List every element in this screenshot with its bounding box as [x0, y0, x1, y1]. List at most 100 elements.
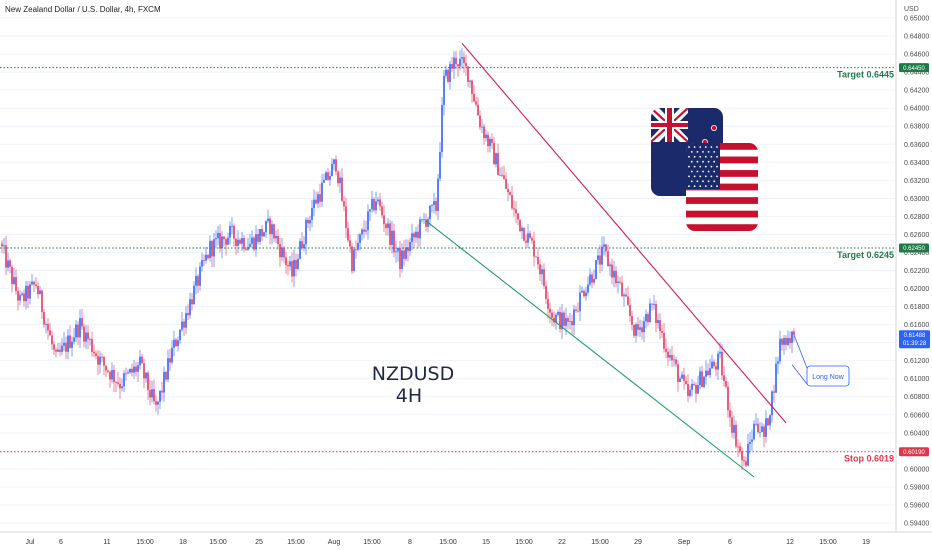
candle [725, 377, 727, 389]
candles-layer [1, 48, 795, 471]
candle [95, 350, 97, 360]
candle [571, 314, 573, 334]
candle [159, 390, 161, 409]
candle [467, 66, 469, 87]
candle [549, 302, 551, 324]
candle [533, 231, 535, 267]
candle [319, 183, 321, 208]
candle [183, 318, 185, 337]
candle [13, 267, 15, 286]
candle [447, 68, 449, 84]
candle [687, 374, 689, 403]
candle [313, 189, 315, 217]
candle [163, 366, 165, 403]
candle [421, 218, 423, 223]
x-tick-label: 25 [255, 539, 263, 546]
candle [253, 236, 255, 252]
candle [511, 185, 513, 211]
x-tick-label: 15:00 [209, 539, 227, 546]
candle [509, 190, 511, 196]
candle [541, 264, 543, 285]
candle [563, 310, 565, 328]
y-tick-label: 0.64800 [904, 34, 929, 41]
candle [271, 220, 273, 245]
candle [5, 235, 7, 276]
candle [277, 229, 279, 250]
candle [625, 287, 627, 298]
x-tick-label: 6 [59, 539, 63, 546]
candle [145, 372, 147, 383]
candle [743, 455, 745, 466]
lower-trend-line[interactable] [425, 220, 755, 478]
candle [581, 286, 583, 293]
candle [9, 258, 11, 274]
upper-trend-line[interactable] [461, 42, 787, 424]
candle [775, 356, 777, 393]
candle [585, 286, 587, 301]
currency-label: USD [904, 6, 919, 13]
long-now-annotation[interactable]: Long Now [791, 334, 850, 387]
candle [607, 244, 609, 267]
candle [103, 355, 105, 376]
candle [487, 131, 489, 153]
x-tick-label: 15:00 [363, 539, 381, 546]
candle [215, 230, 217, 249]
y-tick-label: 0.60000 [904, 466, 929, 473]
candle [667, 347, 669, 367]
candle [781, 338, 783, 351]
candle [257, 228, 259, 245]
price-axis[interactable]: USD 0.65000 0.64800 0.64600 0.64400 0.64200 0… [895, 0, 930, 532]
candle [327, 168, 329, 181]
candle [31, 274, 33, 286]
candle [111, 362, 113, 384]
candle [519, 219, 521, 233]
target-level-label: Target 0.6445 [837, 70, 894, 80]
candle [755, 413, 757, 427]
candle [735, 420, 737, 449]
svg-text:0.60190: 0.60190 [903, 450, 925, 456]
candle [55, 347, 57, 358]
candle [87, 325, 89, 350]
candle [149, 379, 151, 406]
candle [491, 133, 493, 149]
candle [11, 264, 13, 293]
y-tick-label: 0.61000 [904, 376, 929, 383]
candle [153, 379, 155, 405]
candle [335, 155, 337, 176]
candle [461, 48, 463, 69]
candle [151, 380, 153, 403]
candle [235, 238, 237, 256]
candle [101, 353, 103, 363]
candle [521, 225, 523, 240]
candle [661, 325, 663, 338]
candle [483, 123, 485, 145]
candle [551, 309, 553, 326]
candle [423, 212, 425, 224]
candle [409, 237, 411, 256]
candle [405, 239, 407, 262]
y-tick-label: 0.60800 [904, 394, 929, 401]
candle [381, 201, 383, 219]
time-axis[interactable]: Jul 6 11 15:00 18 15:00 25 15:00 Aug 15:00 8 15:00 1… [0, 531, 932, 546]
candle [749, 432, 751, 454]
candle [507, 183, 509, 202]
candle [647, 311, 649, 327]
candle [337, 170, 339, 187]
candle [727, 381, 729, 419]
candle [171, 340, 173, 365]
candle [69, 325, 71, 349]
candle [369, 209, 371, 222]
candle [19, 290, 21, 306]
candle [445, 65, 447, 79]
candle [139, 349, 141, 370]
candle [517, 213, 519, 226]
candle [495, 152, 497, 168]
candle [453, 51, 455, 79]
candle [651, 303, 653, 311]
candle [783, 334, 785, 355]
y-tick-label: 0.65000 [904, 16, 929, 23]
y-tick-label: 0.62200 [904, 268, 929, 275]
candle [265, 220, 267, 238]
candle [179, 329, 181, 344]
